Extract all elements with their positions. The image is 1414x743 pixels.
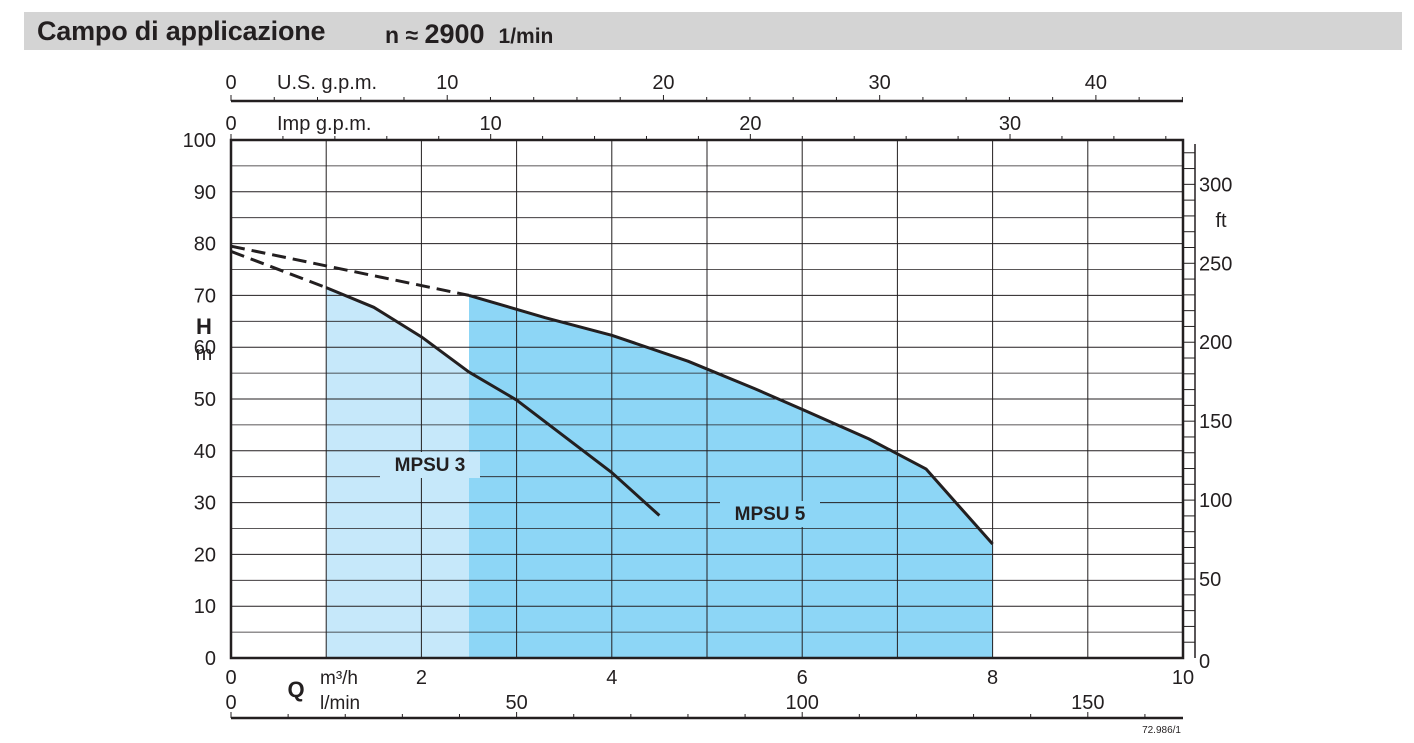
chart-axes	[229, 95, 1196, 720]
y-tick-label: 100	[183, 130, 216, 152]
y-axis-label: H	[196, 314, 212, 339]
x-axis-unit: m³/h	[320, 668, 358, 689]
y-tick-label: 50	[194, 389, 216, 411]
chart-labels: 0102030405060708090100Hm0501001502002503…	[183, 72, 1233, 736]
y-tick-label: 90	[194, 182, 216, 204]
chart-grid	[231, 140, 1183, 658]
x-tick-label: 8	[987, 667, 998, 689]
y-tick-label: 60	[194, 337, 216, 359]
usgpm-tick-label: 40	[1085, 72, 1107, 94]
x-tick-label: 2	[416, 667, 427, 689]
series-label-mpsu-5: MPSU 5	[735, 504, 806, 525]
y-tick-label: 30	[194, 493, 216, 515]
y2-tick-label: 0	[1199, 651, 1210, 673]
y-axis-unit: m	[196, 343, 213, 365]
curve-dashed-mpsu-3	[230, 249, 327, 290]
curve-mpsu-5	[468, 293, 994, 546]
lmin-tick-label: 150	[1071, 692, 1104, 714]
curve-mpsu-3	[325, 286, 661, 517]
x-tick-label: 10	[1172, 667, 1194, 689]
lmin-axis-unit: l/min	[320, 693, 360, 714]
pump-curves	[230, 244, 994, 546]
x-tick-label: 4	[606, 667, 617, 689]
y2-tick-label: 50	[1199, 569, 1221, 591]
imp-tick-label: 30	[999, 113, 1021, 135]
series-label-bg	[720, 501, 820, 527]
y-tick-label: 20	[194, 544, 216, 566]
speed-unit: 1/min	[498, 25, 554, 48]
figure-code: 72.986/1	[1142, 725, 1181, 736]
imp-axis-unit: Imp g.p.m.	[277, 113, 371, 135]
imp-tick-label: 0	[225, 113, 236, 135]
imp-tick-label: 10	[480, 113, 502, 135]
y2-axis-unit: ft	[1215, 210, 1227, 232]
speed-value: 2900	[424, 19, 485, 49]
x-tick-label: 6	[797, 667, 808, 689]
y-tick-label: 10	[194, 596, 216, 618]
lmin-tick-label: 0	[225, 692, 236, 714]
y2-tick-label: 250	[1199, 253, 1232, 275]
series-label-mpsu-3: MPSU 3	[395, 455, 466, 476]
usgpm-tick-label: 20	[652, 72, 674, 94]
y2-tick-label: 100	[1199, 490, 1232, 512]
y2-tick-label: 200	[1199, 332, 1232, 354]
series-label-bg	[380, 452, 480, 478]
usgpm-tick-label: 10	[436, 72, 458, 94]
speed-rating: n ≈ 2900 1/min	[385, 19, 553, 50]
lmin-tick-label: 100	[786, 692, 819, 714]
y-tick-label: 0	[205, 648, 216, 670]
plot-border	[229, 138, 1185, 660]
usgpm-axis-unit: U.S. g.p.m.	[277, 72, 377, 94]
y2-tick-label: 300	[1199, 174, 1232, 196]
y-tick-label: 40	[194, 441, 216, 463]
x-axis-label: Q	[287, 677, 304, 702]
imp-tick-label: 20	[739, 113, 761, 135]
y2-tick-label: 150	[1199, 411, 1232, 433]
y-tick-label: 80	[194, 234, 216, 256]
chart-title: Campo di applicazione	[37, 16, 326, 46]
curve-dashed-mpsu-5	[230, 244, 470, 297]
y-tick-label: 70	[194, 285, 216, 307]
usgpm-tick-label: 0	[225, 72, 236, 94]
speed-symbol: n ≈	[385, 22, 419, 48]
usgpm-tick-label: 30	[869, 72, 891, 94]
x-tick-label: 0	[225, 667, 236, 689]
title-bar: Campo di applicazione n ≈ 2900 1/min	[24, 12, 1402, 50]
lmin-tick-label: 50	[505, 692, 527, 714]
